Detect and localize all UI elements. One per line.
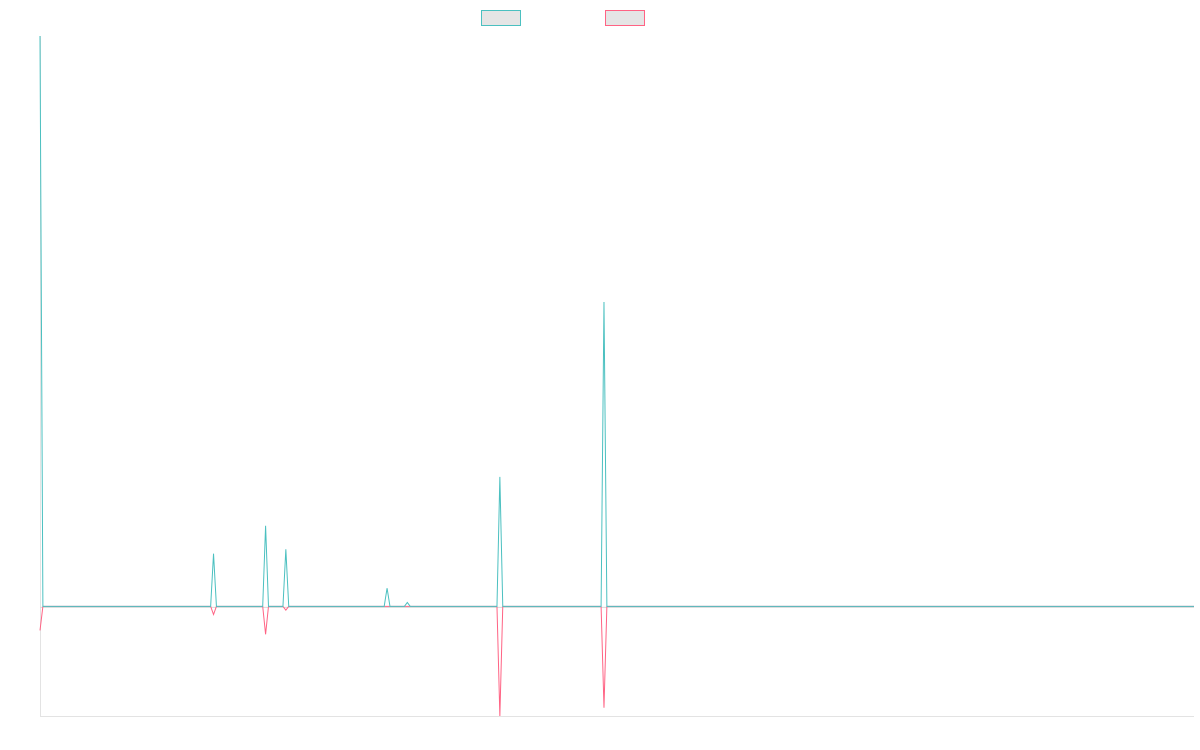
legend-swatch-1[interactable] bbox=[481, 10, 521, 26]
series-line-1 bbox=[39, 35, 1194, 607]
series-line-2 bbox=[39, 605, 1194, 717]
legend-swatch-2[interactable] bbox=[605, 10, 645, 26]
legend bbox=[481, 10, 645, 26]
